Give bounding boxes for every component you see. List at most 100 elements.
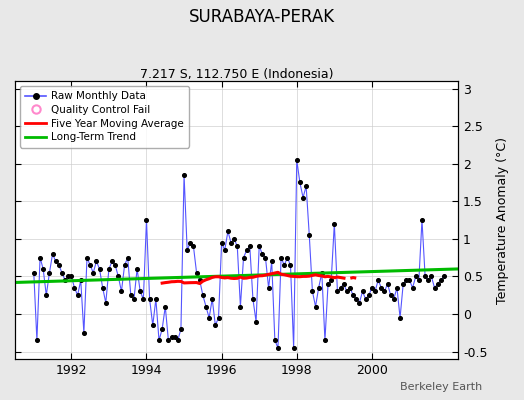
Point	[111, 262, 119, 268]
Point	[32, 337, 41, 344]
Point	[51, 258, 60, 265]
Point	[92, 258, 101, 265]
Point	[230, 236, 238, 242]
Point	[265, 284, 273, 291]
Point	[355, 300, 364, 306]
Point	[149, 322, 157, 328]
Point	[61, 277, 69, 284]
Point	[95, 266, 104, 272]
Point	[255, 243, 264, 250]
Point	[86, 262, 94, 268]
Point	[296, 179, 304, 186]
Point	[324, 281, 332, 287]
Point	[189, 243, 198, 250]
Point	[430, 284, 439, 291]
Point	[224, 228, 232, 234]
Point	[139, 296, 148, 302]
Point	[280, 262, 288, 268]
Y-axis label: Temperature Anomaly (°C): Temperature Anomaly (°C)	[496, 136, 509, 304]
Point	[349, 292, 357, 298]
Point	[99, 284, 107, 291]
Point	[211, 322, 220, 328]
Point	[352, 296, 361, 302]
Point	[377, 284, 386, 291]
Point	[283, 254, 291, 261]
Point	[161, 303, 169, 310]
Point	[384, 281, 392, 287]
Point	[411, 273, 420, 280]
Point	[205, 314, 213, 321]
Point	[292, 157, 301, 163]
Point	[299, 194, 307, 201]
Point	[362, 296, 370, 302]
Point	[393, 284, 401, 291]
Point	[36, 254, 44, 261]
Point	[102, 300, 110, 306]
Point	[143, 217, 151, 223]
Point	[105, 266, 113, 272]
Point	[311, 303, 320, 310]
Point	[318, 270, 326, 276]
Legend: Raw Monthly Data, Quality Control Fail, Five Year Moving Average, Long-Term Tren: Raw Monthly Data, Quality Control Fail, …	[20, 86, 189, 148]
Point	[114, 273, 123, 280]
Point	[121, 262, 129, 268]
Point	[261, 254, 270, 261]
Point	[170, 333, 179, 340]
Point	[136, 288, 145, 295]
Point	[274, 345, 282, 351]
Point	[418, 217, 426, 223]
Point	[421, 273, 429, 280]
Point	[289, 345, 298, 351]
Point	[124, 254, 132, 261]
Point	[73, 292, 82, 298]
Point	[305, 232, 313, 238]
Point	[58, 270, 66, 276]
Point	[302, 183, 310, 190]
Point	[243, 247, 251, 253]
Point	[89, 270, 97, 276]
Point	[151, 296, 160, 302]
Point	[249, 296, 257, 302]
Point	[271, 337, 279, 344]
Point	[396, 314, 405, 321]
Point	[327, 277, 335, 284]
Point	[336, 284, 345, 291]
Point	[173, 337, 182, 344]
Point	[80, 330, 88, 336]
Point	[343, 288, 351, 295]
Text: SURABAYA-PERAK: SURABAYA-PERAK	[189, 8, 335, 26]
Point	[440, 273, 448, 280]
Point	[414, 277, 423, 284]
Point	[217, 240, 226, 246]
Point	[133, 266, 141, 272]
Point	[42, 292, 50, 298]
Point	[321, 337, 329, 344]
Point	[252, 318, 260, 325]
Point	[192, 270, 201, 276]
Point	[130, 296, 138, 302]
Point	[67, 273, 75, 280]
Point	[155, 337, 163, 344]
Point	[227, 240, 235, 246]
Point	[427, 273, 435, 280]
Point	[374, 277, 383, 284]
Point	[380, 288, 389, 295]
Point	[436, 277, 445, 284]
Point	[214, 314, 223, 321]
Point	[365, 292, 373, 298]
Point	[239, 254, 248, 261]
Point	[399, 281, 407, 287]
Point	[358, 288, 367, 295]
Point	[177, 326, 185, 332]
Point	[390, 296, 398, 302]
Point	[221, 247, 229, 253]
Point	[108, 258, 116, 265]
Point	[208, 296, 216, 302]
Point	[202, 303, 210, 310]
Point	[77, 277, 85, 284]
Point	[158, 326, 166, 332]
Point	[117, 288, 126, 295]
Point	[433, 281, 442, 287]
Point	[387, 292, 395, 298]
Point	[29, 270, 38, 276]
